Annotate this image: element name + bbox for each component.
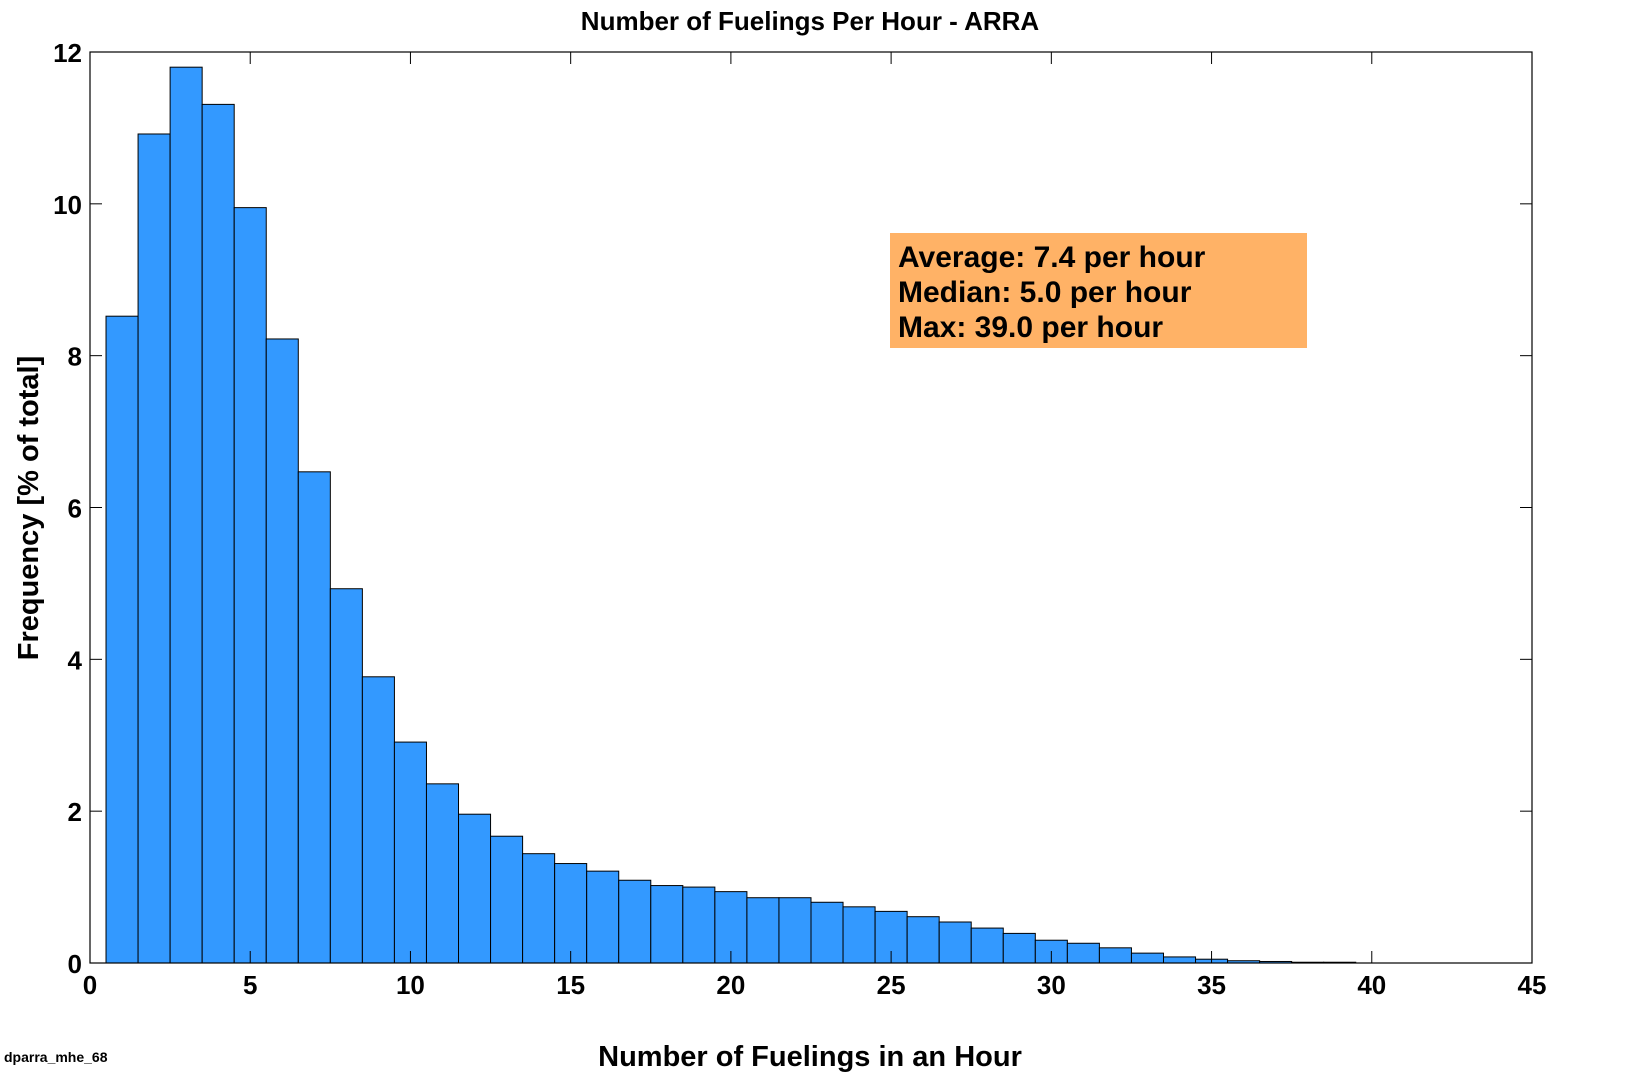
x-tick-label: 25 — [877, 970, 906, 1000]
stats-median-text: Median: 5.0 per hour — [898, 276, 1192, 309]
histogram-bar — [137, 133, 171, 964]
stats-annotation-background — [890, 233, 1307, 348]
histogram-bar — [842, 906, 876, 964]
histogram-bar — [970, 927, 1004, 964]
y-axis-title: Frequency [% of total] — [13, 356, 45, 661]
histogram-bar — [490, 835, 524, 964]
stats-annotation-box: Average: 7.4 per hour Median: 5.0 per ho… — [890, 233, 1307, 348]
x-tick-label: 35 — [1197, 970, 1226, 1000]
stats-max-text: Max: 39.0 per hour — [898, 311, 1163, 344]
histogram-bar — [1066, 942, 1100, 964]
histogram-bar — [329, 588, 363, 964]
stats-average-text: Average: 7.4 per hour — [898, 241, 1206, 274]
x-tick-label: 15 — [556, 970, 585, 1000]
histogram-bar — [1098, 947, 1132, 964]
y-tick-label: 10 — [53, 190, 82, 220]
x-tick-label: 30 — [1037, 970, 1066, 1000]
histogram-bar — [393, 741, 427, 964]
histogram-bar — [201, 103, 235, 964]
histogram-bar — [1002, 932, 1036, 964]
histogram-bar — [458, 813, 492, 964]
chart-title: Number of Fuelings Per Hour - ARRA — [581, 6, 1040, 36]
histogram-bar — [425, 783, 460, 964]
histogram-bar — [297, 471, 331, 964]
histogram-bar — [906, 916, 940, 964]
x-tick-label: 20 — [716, 970, 745, 1000]
x-tick-label: 10 — [396, 970, 425, 1000]
y-tick-label: 12 — [53, 38, 82, 68]
y-tick-label: 8 — [68, 342, 82, 372]
histogram-bar — [361, 676, 395, 964]
figure-id-label: dparra_mhe_68 — [4, 1049, 108, 1065]
histogram-bar — [938, 921, 972, 964]
histogram-bar — [554, 863, 588, 964]
histogram-bar — [618, 879, 652, 964]
y-tick-label: 0 — [68, 949, 82, 979]
axis-ticks: 0 5 10 15 20 25 30 35 40 45 0 2 4 6 8 10 12 — [53, 38, 1546, 1000]
histogram-bar — [105, 315, 139, 964]
histogram-bar — [746, 897, 780, 964]
bar-series — [105, 66, 1357, 964]
histogram-bar — [233, 207, 267, 964]
y-tick-label: 4 — [68, 645, 83, 675]
y-tick-label: 2 — [68, 797, 82, 827]
x-tick-label: 40 — [1357, 970, 1386, 1000]
histogram-bar — [265, 338, 299, 964]
x-axis-title: Number of Fuelings in an Hour — [598, 1041, 1022, 1073]
histogram-bar — [810, 901, 844, 964]
histogram-bar — [522, 853, 556, 964]
histogram-bar — [169, 66, 203, 964]
x-tick-label: 0 — [83, 970, 97, 1000]
histogram-bar — [1130, 952, 1164, 964]
histogram-bar — [778, 897, 812, 964]
plot-frame — [89, 51, 1533, 964]
y-tick-label: 6 — [68, 494, 82, 524]
x-tick-label: 5 — [243, 970, 257, 1000]
histogram-bar — [682, 886, 716, 964]
histogram-bar — [650, 885, 684, 964]
histogram-bar — [586, 870, 620, 964]
histogram-bar — [1162, 956, 1197, 964]
x-tick-label: 45 — [1518, 970, 1547, 1000]
